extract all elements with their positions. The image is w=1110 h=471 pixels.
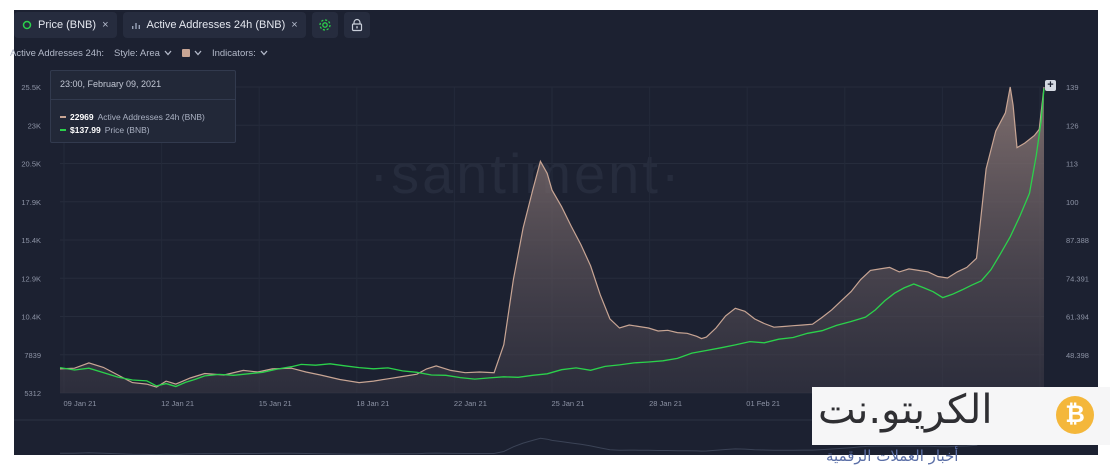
y-left-tick-label: 7839: [24, 351, 41, 360]
gear-icon: [318, 18, 332, 32]
indicators-dropdown[interactable]: Indicators:: [212, 48, 268, 59]
x-tick-label: 28 Jan 21: [649, 399, 682, 408]
metric-tabs: Price (BNB) × Active Addresses 24h (BNB)…: [14, 10, 370, 40]
x-tick-label: 15 Jan 21: [259, 399, 292, 408]
tooltip-row-price: $137.99 Price (BNB): [60, 125, 150, 135]
y-left-tick-label: 20.5K: [21, 160, 41, 169]
x-tick-label: 01 Feb 21: [746, 399, 780, 408]
y-right-tick-label: 126: [1066, 121, 1079, 130]
tooltip-addresses-label: Active Addresses 24h (BNB): [97, 112, 205, 122]
y-right-tick-label: 87.388: [1066, 236, 1089, 245]
y-left-tick-label: 17.9K: [21, 198, 41, 207]
add-axis-button[interactable]: +: [1045, 80, 1056, 91]
navigator-line: [59, 432, 1045, 455]
lock-icon: [350, 18, 364, 32]
tab-price-close-icon[interactable]: ×: [102, 19, 109, 31]
y-right-tick-label: 74.391: [1066, 274, 1089, 283]
x-tick-label: 09 Jan 21: [64, 399, 97, 408]
legend-dash-addresses: [60, 116, 66, 118]
indicators-label: Indicators:: [211, 47, 256, 59]
price-circle-icon: [22, 20, 32, 30]
bitcoin-coin-icon: ₿: [1056, 396, 1094, 434]
series-area-active-addresses: [60, 87, 1044, 393]
y-left-tick-label: 12.9K: [21, 274, 41, 283]
y-right-tick-label: 139: [1066, 83, 1079, 92]
chevron-down-icon: [194, 50, 202, 56]
tooltip-price-value: $137.99: [70, 125, 101, 135]
y-right-tick-label: 61.394: [1066, 313, 1089, 322]
watermark: ·santiment·: [369, 142, 682, 205]
tooltip-addresses-value: 22969: [70, 112, 94, 122]
tab-price-bnb[interactable]: Price (BNB) ×: [14, 12, 117, 38]
tab-active-addresses-close-icon[interactable]: ×: [291, 19, 298, 31]
x-tick-label: 12 Jan 21: [161, 399, 194, 408]
legend-dash-price: [60, 129, 66, 131]
chevron-down-icon: [260, 50, 268, 56]
y-right-tick-label: 48.398: [1066, 351, 1089, 360]
style-label: Style: Area: [114, 47, 160, 59]
y-left-tick-label: 25.5K: [21, 83, 41, 92]
y-right-tick-label: 100: [1066, 198, 1079, 207]
x-tick-label: 25 Jan 21: [552, 399, 585, 408]
series-line-price: [59, 88, 1045, 388]
tooltip-row-addresses: 22969 Active Addresses 24h (BNB): [60, 112, 205, 122]
chart-tooltip: 23:00, February 09, 2021 22969 Active Ad…: [50, 70, 236, 143]
bar-chart-icon: [131, 20, 141, 30]
chart-panel: ·santiment· 25.5K 23K 20.5K 17.9K 15.4K 12.9K…: [14, 10, 1098, 455]
chevron-down-icon: [164, 50, 172, 56]
tab-active-addresses[interactable]: Active Addresses 24h (BNB) ×: [122, 12, 306, 38]
lock-button[interactable]: [343, 12, 370, 38]
x-tick-label: 18 Jan 21: [356, 399, 389, 408]
y-right-tick-label: 113: [1066, 160, 1078, 169]
metric-name-label: Active Addresses 24h:: [10, 47, 104, 59]
site-logo: الكريتو.نت ₿ أخبار العملات الرقمية: [812, 387, 1110, 471]
color-swatch: [181, 49, 190, 57]
style-dropdown[interactable]: Style: Area: [114, 48, 172, 59]
x-tick-label: 22 Jan 21: [454, 399, 487, 408]
tooltip-price-label: Price (BNB): [104, 125, 150, 135]
y-left-tick-label: 15.4K: [21, 236, 41, 245]
tab-price-label: Price (BNB): [38, 19, 97, 31]
color-dropdown[interactable]: [181, 49, 202, 57]
tab-active-addresses-label: Active Addresses 24h (BNB): [146, 19, 286, 31]
logo-tagline: أخبار العملات الرقمية: [826, 447, 959, 465]
logo-brand-text: الكريتو.نت: [818, 387, 993, 433]
chart-toolbar: Active Addresses 24h: Style: Area Indica…: [10, 45, 268, 61]
y-left-tick-label: 5312: [24, 389, 41, 398]
y-left-tick-label: 10.4K: [21, 313, 41, 322]
y-left-tick-label: 23K: [28, 121, 41, 130]
tooltip-divider: [51, 99, 235, 100]
settings-button[interactable]: [311, 12, 338, 38]
tooltip-date: 23:00, February 09, 2021: [60, 79, 162, 89]
